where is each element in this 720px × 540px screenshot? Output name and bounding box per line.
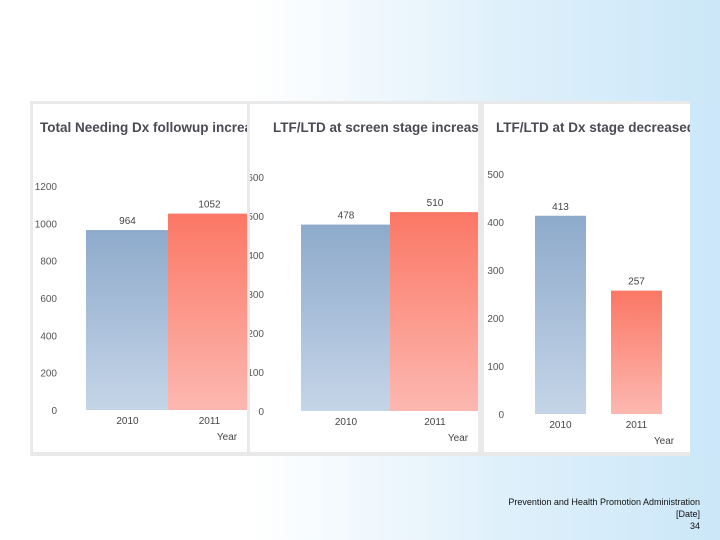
y-tick-label: 600 — [40, 294, 57, 305]
y-tick-label: 300 — [487, 266, 504, 277]
chart-title: LTF/LTD at screen stage increased by 6.2… — [273, 120, 478, 135]
chart-title: LTF/LTD at Dx stage decreased by 37.55% — [496, 120, 690, 135]
y-tick-label: 600 — [250, 173, 264, 184]
bar-2011 — [390, 212, 478, 411]
x-axis-title: Year — [654, 436, 675, 447]
chart-svg-2: LTF/LTD at Dx stage decreased by 37.55% 0… — [487, 120, 690, 447]
bar-value-label: 413 — [552, 202, 569, 213]
y-tick-label: 500 — [250, 212, 264, 223]
y-tick-label: 400 — [40, 331, 57, 342]
chart-svg-0: Total Needing Dx followup increased by 9… — [35, 120, 247, 443]
x-tick-label: 2010 — [116, 416, 139, 427]
y-tick-label: 0 — [51, 406, 57, 417]
chart-title: Total Needing Dx followup increased by 9… — [40, 120, 247, 135]
y-tick-label: 100 — [250, 368, 264, 379]
bar-value-label: 964 — [119, 216, 136, 227]
x-axis-title: Year — [448, 433, 469, 444]
y-tick-label: 1200 — [35, 182, 58, 193]
footer-date: [Date] — [675, 509, 700, 519]
chart-ltf-screen-stage: LTF/LTD at screen stage increased by 6.2… — [250, 104, 478, 452]
y-tick-label: 500 — [487, 170, 504, 181]
bar-value-label: 1052 — [198, 200, 221, 211]
y-tick-label: 0 — [258, 407, 264, 418]
chart-svg-1: LTF/LTD at screen stage increased by 6.2… — [250, 120, 478, 444]
x-tick-label: 2011 — [626, 420, 648, 431]
bar-2011 — [168, 213, 247, 410]
footer-org: Prevention and Health Promotion Administ… — [508, 497, 700, 507]
footer-page-number: 34 — [689, 521, 700, 531]
bar-2010 — [535, 215, 586, 414]
x-tick-label: 2011 — [199, 416, 221, 427]
bar-value-label: 510 — [427, 198, 444, 209]
x-tick-label: 2010 — [335, 417, 358, 428]
bar-2010 — [301, 224, 391, 411]
chart-ltf-dx-stage: LTF/LTD at Dx stage decreased by 37.55% 0… — [484, 104, 690, 452]
y-tick-label: 0 — [498, 410, 504, 421]
y-tick-label: 800 — [40, 257, 57, 268]
slide-footer: Prevention and Health Promotion Administ… — [508, 496, 700, 532]
chart-total-needing-dx: Total Needing Dx followup increased by 9… — [33, 104, 247, 452]
y-tick-label: 400 — [487, 218, 504, 229]
bar-2011 — [611, 290, 662, 414]
x-axis-title: Year — [217, 432, 238, 443]
y-tick-label: 200 — [487, 314, 504, 325]
bar-value-label: 478 — [338, 211, 355, 222]
y-tick-label: 400 — [250, 251, 264, 262]
x-tick-label: 2011 — [424, 417, 446, 428]
bar-2010 — [86, 230, 169, 410]
y-tick-label: 200 — [40, 369, 57, 380]
x-tick-label: 2010 — [549, 420, 572, 431]
y-tick-label: 100 — [487, 362, 504, 373]
y-tick-label: 300 — [250, 290, 264, 301]
y-tick-label: 200 — [250, 329, 264, 340]
y-tick-label: 1000 — [35, 219, 58, 230]
bar-value-label: 257 — [628, 277, 645, 288]
